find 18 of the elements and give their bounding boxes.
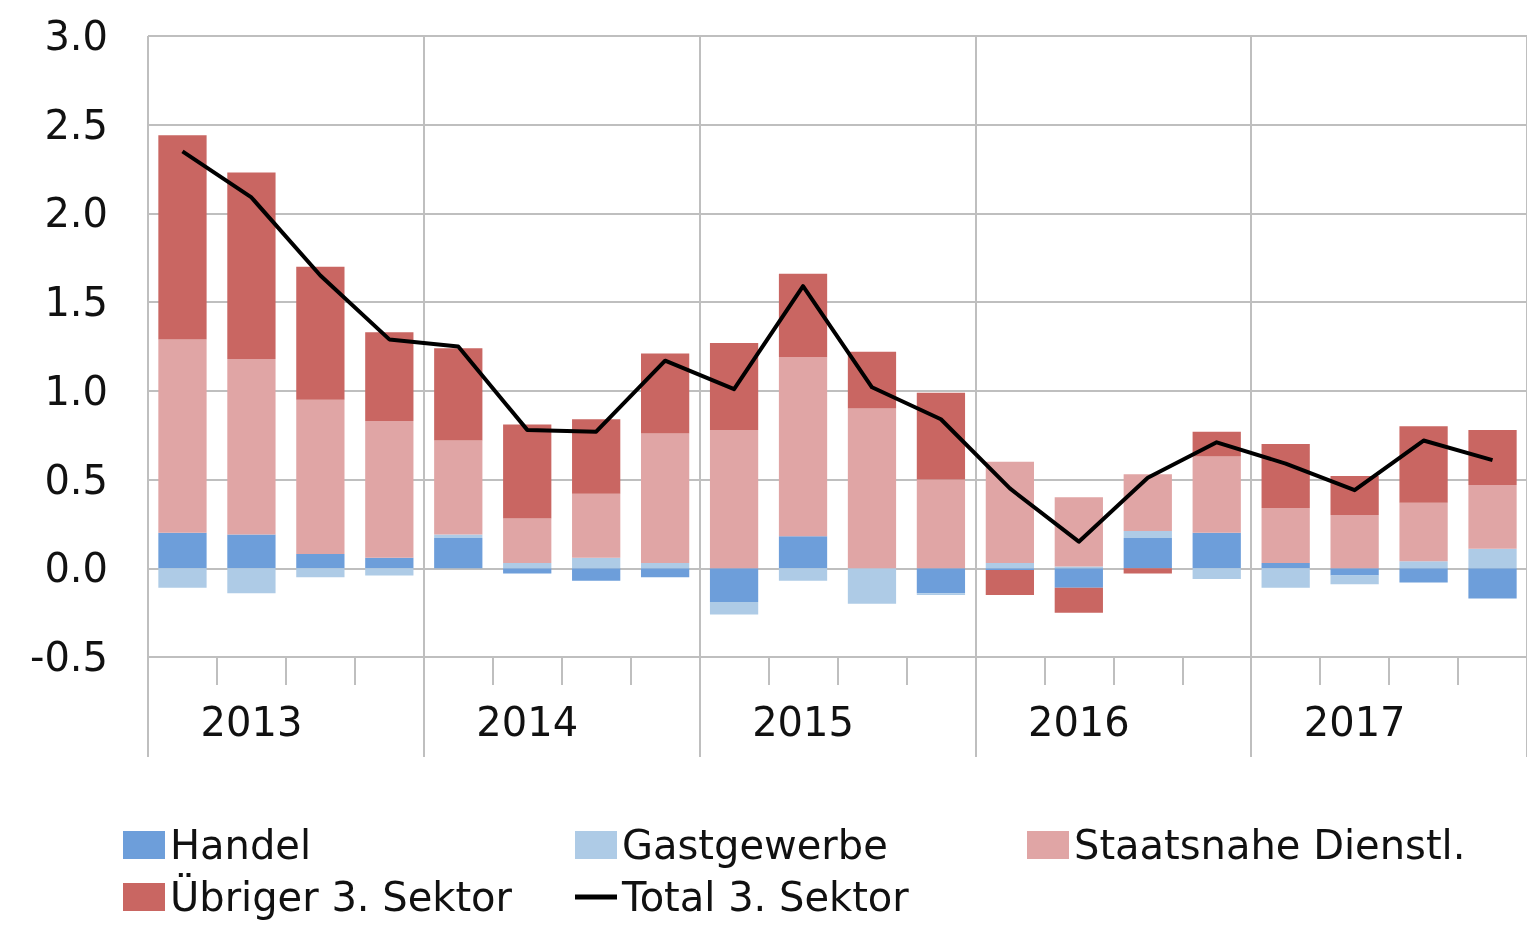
legend-label: Staatsnahe Dienstl. — [1074, 822, 1466, 868]
legend-label: Gastgewerbe — [622, 822, 888, 868]
y-tick-label: 3.0 — [44, 13, 108, 59]
legend-label: Übriger 3. Sektor — [170, 873, 513, 920]
legend-label: Total 3. Sektor — [621, 874, 910, 920]
x-tick-label: 2014 — [476, 699, 579, 745]
y-tick-label: 1.0 — [44, 367, 108, 414]
y-tick-label: 1.5 — [44, 279, 108, 326]
x-tick-label: 2015 — [752, 699, 854, 745]
y-tick-label: 2.0 — [44, 190, 108, 237]
x-tick-label: 2017 — [1303, 699, 1406, 745]
x-tick-label: 2016 — [1027, 699, 1130, 745]
y-tick-label: 0.5 — [44, 456, 108, 503]
legend-label: Handel — [170, 822, 312, 868]
y-tick-label: -0.5 — [29, 634, 108, 680]
y-tick-label: 2.5 — [44, 101, 108, 148]
y-tick-label: 0.0 — [44, 545, 108, 592]
x-tick-label: 2013 — [200, 699, 303, 745]
